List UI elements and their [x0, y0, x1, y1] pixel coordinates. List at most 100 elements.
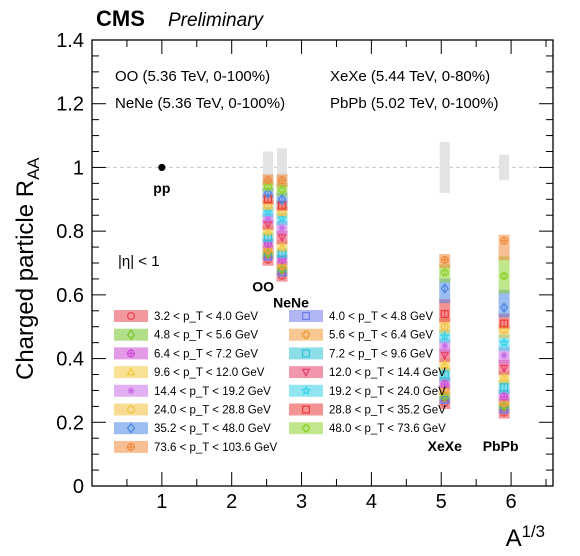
legend-marker-13	[302, 424, 310, 433]
legend-marker-8	[127, 387, 135, 395]
point-nene-13	[277, 185, 286, 194]
point-nene-8	[278, 224, 286, 232]
legend-swatch-9	[289, 384, 323, 397]
y-axis-label: Charged particle RAA​	[12, 157, 43, 380]
point-pbpb-3	[500, 399, 509, 408]
system-info-pbpb: PbPb (5.02 TeV, 0-100%)	[330, 95, 498, 112]
point-oo-13	[264, 182, 273, 191]
point-oo-8	[264, 215, 272, 222]
legend-swatch-6	[114, 366, 148, 379]
point-xexe-10	[440, 322, 449, 331]
point-nene-12	[277, 193, 287, 205]
point-xexe-7	[440, 352, 450, 361]
legend-marker-6	[126, 367, 136, 376]
point-nene-6	[277, 242, 287, 251]
point-xexe-12	[440, 283, 449, 294]
y-tick-label-1: 0.2	[56, 412, 84, 434]
legend-swatch-0	[114, 310, 148, 322]
legend-swatch-5	[289, 347, 323, 360]
legend-marker-11	[302, 405, 311, 414]
legend-marker-5	[302, 349, 311, 358]
legend-marker-4	[126, 349, 135, 358]
system-info-oo: OO (5.36 TeV, 0-100%)	[115, 68, 270, 85]
x-tick-label-4: 5	[436, 491, 447, 513]
legend-marker-10	[126, 405, 135, 414]
point-xexe-9	[439, 330, 451, 341]
point-xexe-5	[440, 370, 449, 379]
legend-label-8: 14.4 < p_T < 19.2 GeV	[154, 386, 271, 398]
legend-marker-2	[126, 329, 136, 341]
legend: 3.2 < p_T < 4.0 GeV 4.0 < p_T < 4.8 GeV 4.…	[114, 310, 446, 454]
system-info-xexe: XeXe (5.44 TeV, 0-80%)	[330, 68, 490, 85]
legend-label-5: 7.2 < p_T < 9.6 GeV	[329, 348, 433, 360]
legend-label-10: 24.0 < p_T < 28.8 GeV	[154, 405, 271, 417]
point-xexe-8	[441, 342, 449, 350]
legend-marker-7	[301, 368, 311, 378]
system-label-oo: OO	[252, 279, 274, 295]
point-xexe-2	[440, 391, 449, 403]
legend-label-4: 6.4 < p_T < 7.2 GeV	[154, 348, 258, 360]
legend-label-9: 19.2 < p_T < 24.0 GeV	[329, 386, 446, 398]
legend-label-14: 73.6 < p_T < 103.6 GeV	[154, 442, 278, 454]
system-label-nene: NeNe	[273, 295, 309, 311]
point-pbpb-13	[500, 271, 509, 280]
legend-swatch-7	[289, 366, 323, 379]
point-nene-4	[277, 255, 286, 264]
legend-marker-0	[126, 312, 135, 321]
system-label-pbpb: PbPb	[483, 438, 519, 454]
legend-swatch-13	[289, 422, 323, 435]
legend-swatch-1	[289, 310, 323, 322]
legend-swatch-10	[114, 403, 148, 416]
legend-label-12: 35.2 < p_T < 48.0 GeV	[154, 423, 271, 435]
point-xexe-14	[440, 255, 449, 264]
point-xexe-13	[440, 268, 449, 277]
point-pbpb-9	[498, 337, 510, 348]
preliminary-label: Preliminary	[168, 10, 265, 31]
point-pbpb-4	[500, 392, 509, 401]
point-pbpb-5	[500, 383, 509, 392]
eta-label: |η| < 1	[118, 253, 160, 270]
point-pbpb-12	[499, 302, 509, 314]
point-xexe-6	[440, 359, 450, 369]
legend-label-2: 4.8 < p_T < 5.6 GeV	[154, 330, 258, 342]
y-tick-label-0: 0	[73, 476, 84, 498]
pp-point	[158, 163, 166, 172]
x-tick-label-0: 1	[156, 491, 167, 513]
normalization-box-3	[499, 154, 510, 181]
normalization-box-2	[439, 141, 450, 193]
system-label-pp: pp	[153, 180, 170, 196]
legend-label-7: 12.0 < p_T < 14.4 GeV	[329, 367, 446, 379]
point-pbpb-14	[500, 236, 509, 245]
point-oo-12	[263, 187, 273, 199]
point-nene-7	[277, 234, 287, 243]
y-tick-label-5: 1	[73, 157, 84, 179]
legend-swatch-12	[114, 422, 148, 435]
point-pbpb-11	[500, 319, 509, 328]
legend-label-13: 48.0 < p_T < 73.6 GeV	[329, 423, 446, 435]
point-xexe-11	[440, 309, 449, 318]
point-nene-14	[277, 176, 286, 185]
x-tick-label-2: 3	[296, 491, 307, 513]
legend-label-0: 3.2 < p_T < 4.0 GeV	[154, 311, 258, 323]
point-oo-3	[264, 246, 273, 255]
legend-label-11: 28.8 < p_T < 35.2 GeV	[329, 405, 446, 417]
x-axis-label: A1/3​	[506, 522, 545, 552]
normalization-box-1	[276, 148, 287, 187]
cms-label: CMS	[96, 6, 145, 31]
y-tick-label-4: 0.8	[56, 221, 84, 243]
system-label-xexe: XeXe	[428, 438, 462, 454]
y-tick-label-3: 0.6	[56, 285, 84, 307]
legend-swatch-2	[114, 328, 148, 341]
x-tick-label-1: 2	[226, 491, 237, 513]
point-pbpb-6	[499, 372, 509, 382]
system-info-nene: NeNe (5.36 TeV, 0-100%)	[115, 95, 285, 112]
y-tick-label-7: 1.4	[56, 30, 84, 52]
point-xexe-3	[440, 386, 449, 395]
legend-marker-14	[126, 442, 135, 451]
legend-marker-12	[126, 422, 136, 434]
legend-marker-9	[300, 385, 312, 396]
point-pbpb-7	[499, 364, 509, 374]
x-tick-label-3: 4	[366, 491, 377, 513]
legend-label-1: 4.0 < p_T < 4.8 GeV	[329, 311, 433, 323]
